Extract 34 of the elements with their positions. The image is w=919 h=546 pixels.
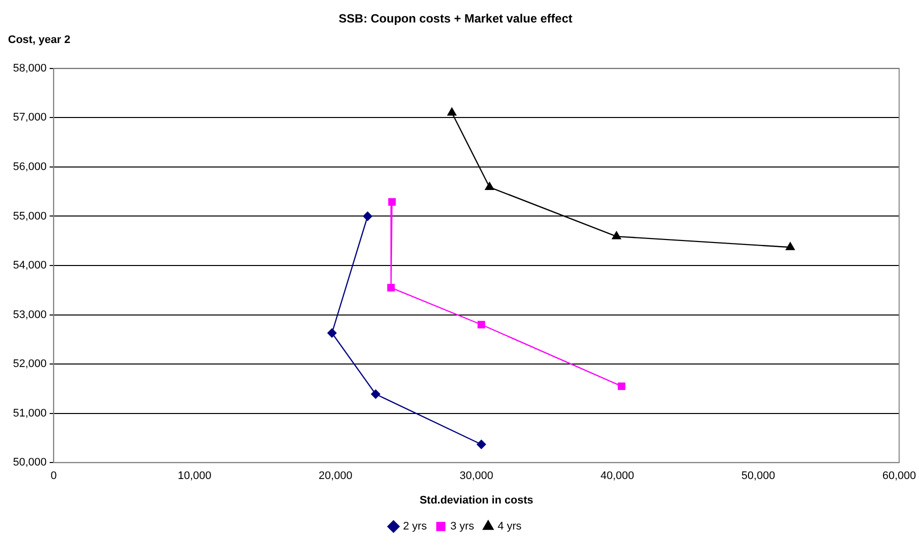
point bbox=[786, 242, 795, 250]
x-tick-label: 30,000 bbox=[460, 470, 494, 482]
point bbox=[478, 320, 486, 328]
point bbox=[371, 390, 380, 399]
point bbox=[485, 182, 494, 190]
y-tick-label: 54,000 bbox=[12, 260, 47, 272]
point bbox=[476, 440, 486, 449]
x-tick-label: 20,000 bbox=[318, 470, 352, 482]
x-axis-title: Std.deviation in costs bbox=[420, 494, 534, 506]
x-tick-label: 60,000 bbox=[882, 470, 916, 482]
legend-label: 3 yrs bbox=[450, 520, 475, 533]
y-tick-label: 58,000 bbox=[12, 62, 47, 74]
x-tick-label: 0 bbox=[50, 470, 57, 482]
y-tick-label: 52,000 bbox=[12, 358, 47, 370]
point bbox=[363, 212, 372, 221]
y-tick-label: 56,000 bbox=[12, 160, 47, 173]
point bbox=[387, 284, 395, 292]
y-tick-label: 57,000 bbox=[12, 112, 47, 124]
y-tick-label: 50,000 bbox=[12, 456, 47, 469]
y-tick-label: 53,000 bbox=[12, 308, 47, 321]
point bbox=[388, 198, 396, 206]
point bbox=[447, 108, 456, 116]
y-axis-title: Cost, year 2 bbox=[8, 34, 70, 46]
x-tick-label: 10,000 bbox=[178, 470, 212, 482]
legend-label: 2 yrs bbox=[402, 520, 428, 533]
x-tick-label: 50,000 bbox=[741, 470, 776, 482]
y-tick-label: 51,000 bbox=[12, 407, 47, 420]
x-tick-label: 40,000 bbox=[600, 470, 634, 482]
legend-label: 4 yrs bbox=[498, 520, 522, 533]
point bbox=[618, 382, 626, 390]
point bbox=[612, 231, 621, 240]
y-tick-label: 55,000 bbox=[12, 210, 47, 222]
point bbox=[327, 328, 337, 338]
chart-title: SSB: Coupon costs + Market value effect bbox=[338, 12, 572, 26]
